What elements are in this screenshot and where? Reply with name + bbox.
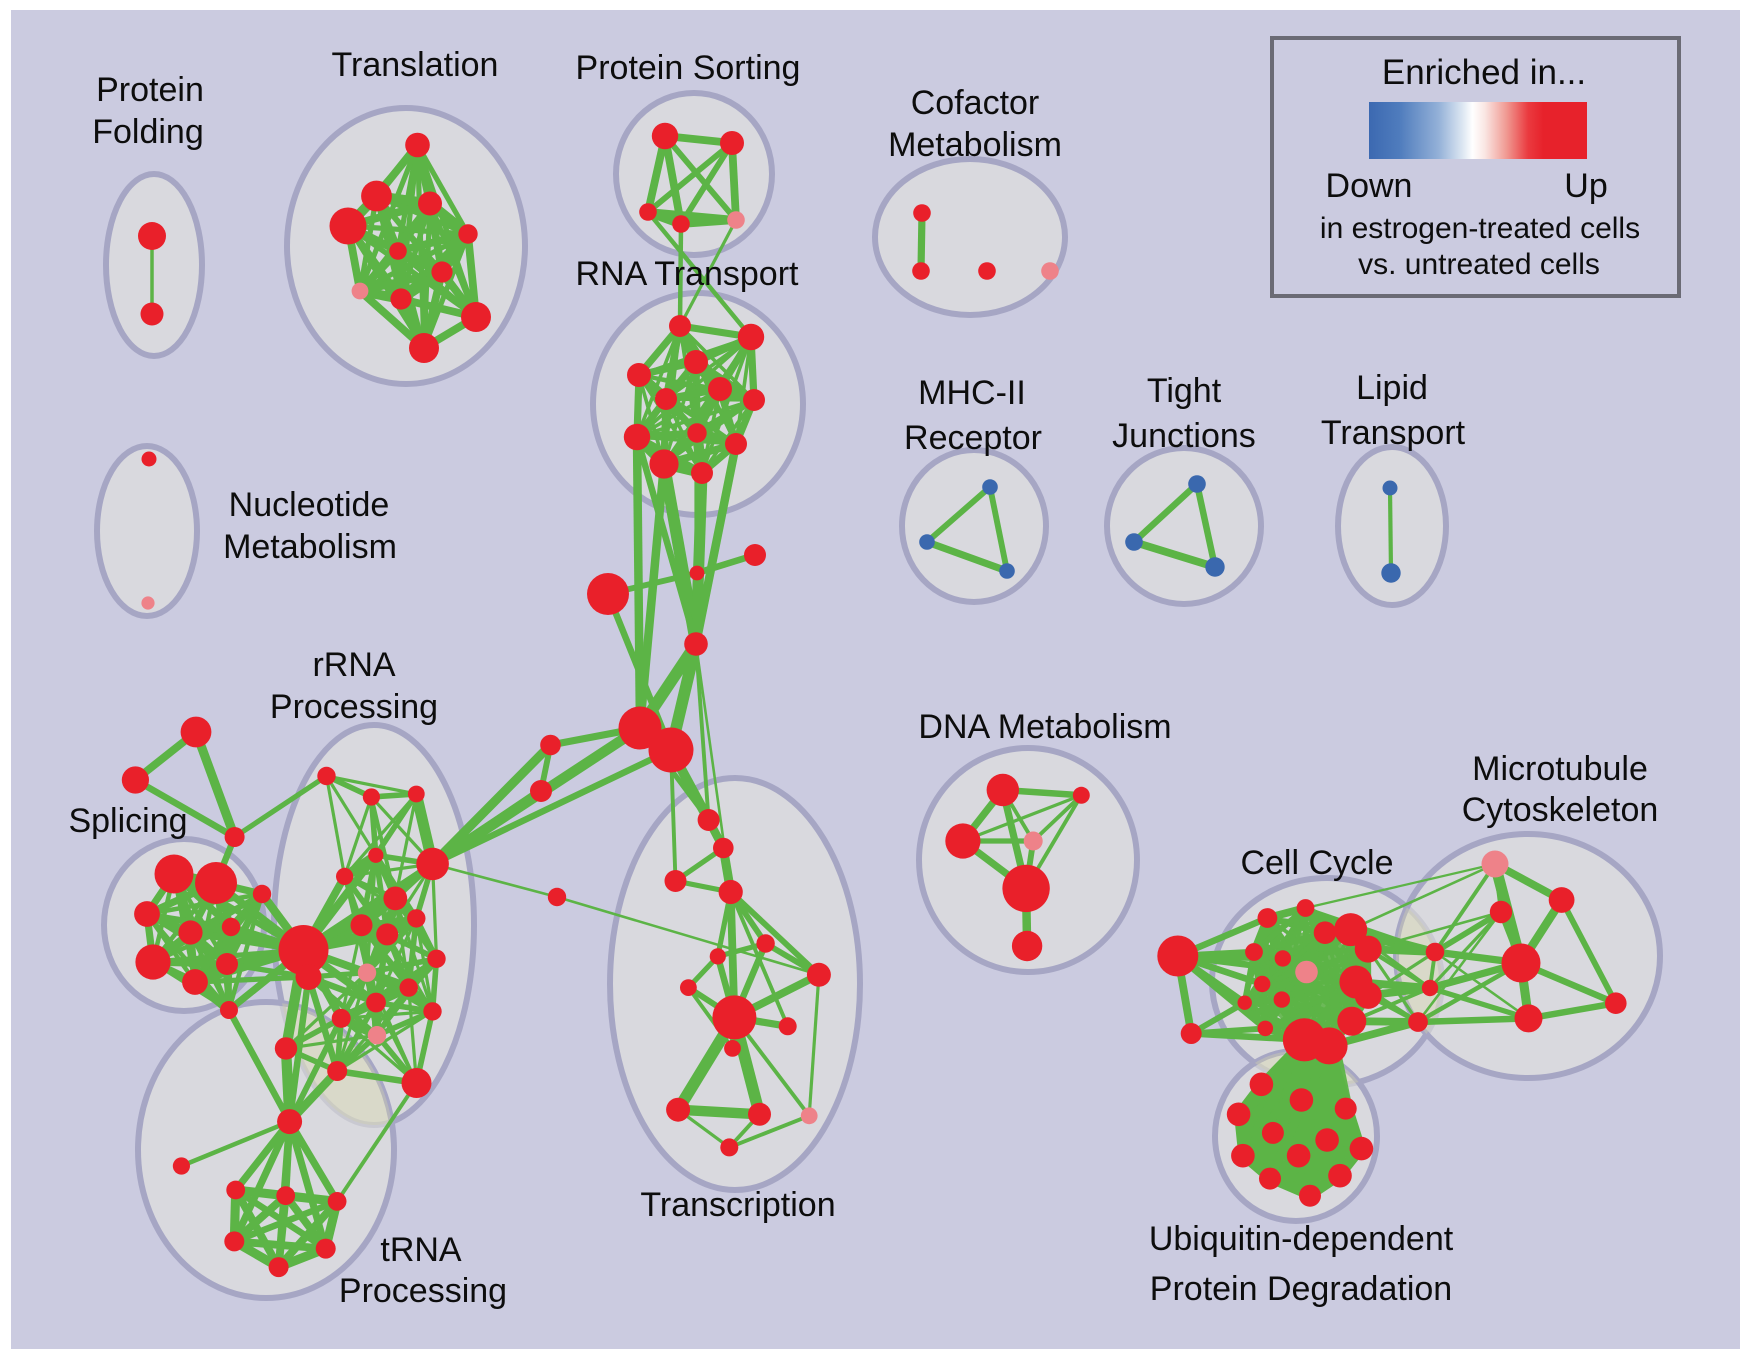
svg-text:Up: Up (1564, 167, 1607, 205)
svg-text:Junctions: Junctions (1112, 417, 1256, 455)
svg-text:Protein Degradation: Protein Degradation (1150, 1270, 1452, 1308)
svg-text:RNA Transport: RNA Transport (576, 255, 800, 293)
svg-text:Processing: Processing (339, 1272, 507, 1310)
svg-text:Cofactor: Cofactor (911, 84, 1040, 122)
svg-text:Splicing: Splicing (68, 802, 187, 840)
svg-text:Down: Down (1326, 167, 1413, 205)
svg-text:Cytoskeleton: Cytoskeleton (1462, 791, 1659, 829)
svg-text:Receptor: Receptor (904, 419, 1042, 457)
svg-text:Metabolism: Metabolism (888, 126, 1062, 164)
svg-text:in estrogen-treated cells: in estrogen-treated cells (1320, 212, 1640, 245)
svg-text:Transport: Transport (1321, 414, 1466, 452)
svg-text:Microtubule: Microtubule (1472, 750, 1648, 788)
svg-text:Enriched in...: Enriched in... (1382, 53, 1586, 92)
svg-text:Cell Cycle: Cell Cycle (1240, 844, 1393, 882)
svg-text:Transcription: Transcription (640, 1186, 835, 1224)
svg-text:Ubiquitin-dependent: Ubiquitin-dependent (1149, 1220, 1454, 1258)
svg-text:rRNA: rRNA (312, 646, 395, 684)
svg-text:Lipid: Lipid (1356, 369, 1428, 407)
svg-text:Nucleotide: Nucleotide (229, 486, 390, 524)
svg-text:Translation: Translation (332, 46, 499, 84)
svg-text:Metabolism: Metabolism (223, 528, 397, 566)
svg-text:MHC-II: MHC-II (918, 374, 1026, 412)
svg-text:DNA Metabolism: DNA Metabolism (918, 708, 1171, 746)
svg-text:tRNA: tRNA (380, 1231, 462, 1269)
svg-text:Protein: Protein (96, 71, 204, 109)
svg-text:Folding: Folding (92, 113, 204, 151)
svg-text:Processing: Processing (270, 688, 438, 726)
svg-text:Protein Sorting: Protein Sorting (576, 49, 801, 87)
svg-text:Tight: Tight (1147, 372, 1222, 410)
svg-text:vs. untreated cells: vs. untreated cells (1358, 248, 1600, 281)
